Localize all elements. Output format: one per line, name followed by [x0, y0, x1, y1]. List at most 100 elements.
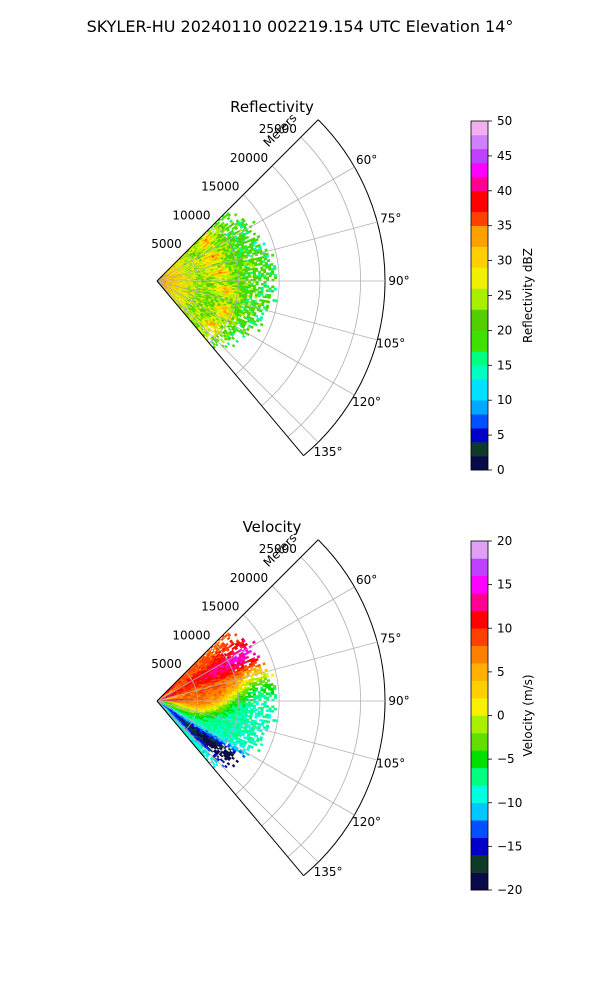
colorbar-swatch	[471, 190, 488, 213]
colorbar-swatch	[471, 351, 488, 366]
colorbar-swatch	[471, 680, 488, 699]
colorbar-tick-label: 30	[497, 254, 512, 268]
azimuth-tick-label: 135°	[314, 865, 343, 879]
colorbar-tick-label: −5	[497, 752, 515, 766]
colorbar-swatch	[471, 267, 488, 289]
colorbar-swatch	[471, 610, 488, 629]
range-ring	[235, 614, 280, 795]
colorbar-swatch	[471, 715, 488, 734]
colorbar-tick-label: 15	[497, 578, 512, 592]
colorbar-tick-label: 0	[497, 463, 505, 477]
range-ring	[182, 671, 199, 733]
colorbar-swatch	[471, 148, 488, 164]
range-tick-label: 15000	[201, 180, 239, 194]
colorbar-tick-label: 35	[497, 219, 512, 233]
range-ring	[209, 643, 239, 764]
colorbar-swatch	[471, 309, 488, 331]
colorbar-tick-label: 20	[497, 534, 512, 548]
colorbar-swatch	[471, 211, 488, 226]
colorbar-swatch	[471, 785, 488, 804]
figure-title: SKYLER-HU 20240110 002219.154 UTC Elevat…	[87, 17, 514, 36]
azimuth-tick-label: 120°	[352, 815, 381, 829]
colorbar-swatch	[471, 663, 488, 681]
colorbar-swatch	[471, 400, 488, 415]
colorbar-tick-label: 10	[497, 393, 512, 407]
colorbar-tick-label: 40	[497, 184, 512, 198]
colorbar-swatch	[471, 442, 488, 457]
colorbar-swatch	[471, 820, 488, 838]
reflectivity-range-ticks: 5000 10000 15000 20000 25000	[151, 122, 297, 251]
azimuth-spoke	[156, 280, 319, 443]
range-tick-label: 25000	[259, 122, 297, 136]
sector-outer-boundary	[303, 119, 386, 457]
azimuth-spoke	[156, 280, 355, 396]
colorbar-tick-label: 20	[497, 323, 512, 337]
colorbar-swatch	[471, 575, 488, 594]
range-tick-label: 25000	[259, 542, 297, 556]
sector-edge	[156, 539, 319, 702]
colorbar-swatch	[471, 134, 488, 150]
colorbar-swatch	[471, 593, 488, 612]
colorbar-swatch	[471, 750, 488, 769]
azimuth-spoke	[156, 280, 378, 341]
range-ring	[182, 251, 199, 313]
colorbar-tick-label: 5	[497, 428, 505, 442]
azimuth-tick-label: 105°	[376, 757, 405, 771]
sector-edge	[156, 700, 304, 876]
range-tick-label: 5000	[151, 657, 182, 671]
azimuth-tick-label: 90°	[388, 274, 409, 288]
azimuth-tick-label: 135°	[314, 445, 343, 459]
colorbar-swatch	[471, 225, 488, 247]
velocity-panel: Velocity 5000 10000 15000 20000 25000 60° 75°…	[151, 518, 409, 879]
colorbar-swatch	[471, 855, 488, 873]
azimuth-tick-label: 60°	[356, 153, 377, 167]
colorbar-tick-label: 0	[497, 709, 505, 723]
colorbar-swatch	[471, 456, 488, 471]
colorbar-swatch	[471, 176, 488, 192]
velocity-colorbar: −20 −15 −10 −5 0 5 10 15 20 Velocity (m/s)	[470, 534, 535, 897]
velocity-range-ticks: 5000 10000 15000 20000 25000	[151, 542, 297, 671]
colorbar-tick-label: 15	[497, 358, 512, 372]
colorbar-tick-label: −15	[497, 839, 522, 853]
reflectivity-azimuth-ticks: 60° 75° 90° 105° 120° 135°	[314, 153, 410, 459]
colorbar-tick-label: 50	[497, 114, 512, 128]
reflectivity-panel: Reflectivity 5000 10000 15000 20000 25000 60…	[151, 98, 409, 459]
range-ring	[261, 165, 321, 407]
azimuth-tick-label: 90°	[388, 694, 409, 708]
colorbar-swatch	[471, 414, 488, 429]
colorbar-swatch	[471, 802, 488, 821]
azimuth-spoke	[156, 586, 355, 702]
colorbar-tick-label: 5	[497, 665, 505, 679]
colorbar-tick-label: −20	[497, 883, 522, 897]
range-tick-label: 5000	[151, 237, 182, 251]
range-tick-label: 20000	[230, 571, 268, 585]
azimuth-spoke	[156, 166, 355, 282]
colorbar-tick-label: 10	[497, 621, 512, 635]
reflectivity-data-field	[157, 212, 279, 349]
range-ring	[287, 556, 361, 858]
azimuth-tick-label: 60°	[356, 573, 377, 587]
colorbar-swatch	[471, 767, 488, 786]
colorbar-swatch	[471, 162, 488, 178]
velocity-title: Velocity	[243, 518, 302, 536]
colorbar-swatch	[471, 379, 488, 401]
range-ring	[287, 136, 361, 438]
velocity-colorbar-label: Velocity (m/s)	[521, 674, 535, 756]
colorbar-swatch	[471, 872, 488, 891]
colorbar-swatch	[471, 330, 488, 352]
range-ring	[261, 585, 321, 827]
velocity-polar-grid	[156, 539, 386, 877]
colorbar-swatch	[471, 837, 488, 856]
azimuth-tick-label: 75°	[380, 631, 401, 645]
range-tick-label: 15000	[201, 600, 239, 614]
colorbar-swatch	[471, 698, 488, 716]
reflectivity-colorbar: 0 5 10 15 20 25 30 35 40 45 50 Reflectivity dBZ	[470, 114, 535, 477]
range-ring	[209, 223, 239, 344]
colorbar-swatch	[471, 732, 488, 751]
range-tick-label: 10000	[172, 628, 210, 642]
azimuth-spoke	[156, 700, 378, 761]
colorbar-swatch	[471, 288, 488, 310]
colorbar-swatch	[471, 246, 488, 268]
range-tick-label: 10000	[172, 208, 210, 222]
